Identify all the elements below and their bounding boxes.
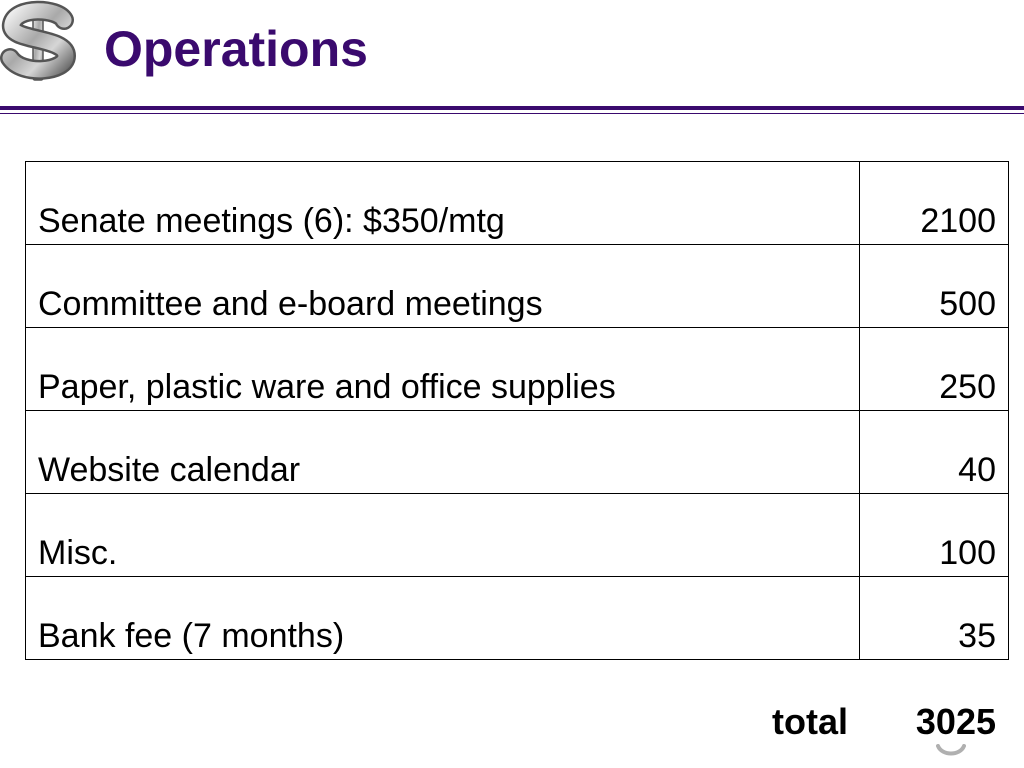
row-amount: 35 <box>859 576 1009 660</box>
table-row: Committee and e-board meetings 500 <box>25 244 1009 328</box>
row-description: Paper, plastic ware and office supplies <box>25 327 860 411</box>
row-amount: 2100 <box>859 161 1009 245</box>
row-description: Misc. <box>25 493 860 577</box>
total-label: total <box>772 701 848 742</box>
table-row: Misc. 100 <box>25 493 1009 577</box>
row-amount: 40 <box>859 410 1009 494</box>
table-row: Paper, plastic ware and office supplies … <box>25 327 1009 411</box>
table-row: Website calendar 40 <box>25 410 1009 494</box>
decorative-mark-icon <box>936 744 966 756</box>
row-description: Senate meetings (6): $350/mtg <box>25 161 860 245</box>
total-value: 3025 <box>915 701 996 742</box>
operations-table: Senate meetings (6): $350/mtg 2100 Commi… <box>25 161 1009 660</box>
title-divider-thin <box>0 113 1024 114</box>
table-row: Bank fee (7 months) 35 <box>25 576 1009 660</box>
table-row: Senate meetings (6): $350/mtg 2100 <box>25 161 1009 245</box>
row-amount: 500 <box>859 244 1009 328</box>
dollar-sign-icon <box>0 0 77 81</box>
row-amount: 100 <box>859 493 1009 577</box>
title-divider <box>0 106 1024 110</box>
page-title: Operations <box>104 21 368 77</box>
row-description: Committee and e-board meetings <box>25 244 860 328</box>
row-amount: 250 <box>859 327 1009 411</box>
row-description: Website calendar <box>25 410 860 494</box>
row-description: Bank fee (7 months) <box>25 576 860 660</box>
